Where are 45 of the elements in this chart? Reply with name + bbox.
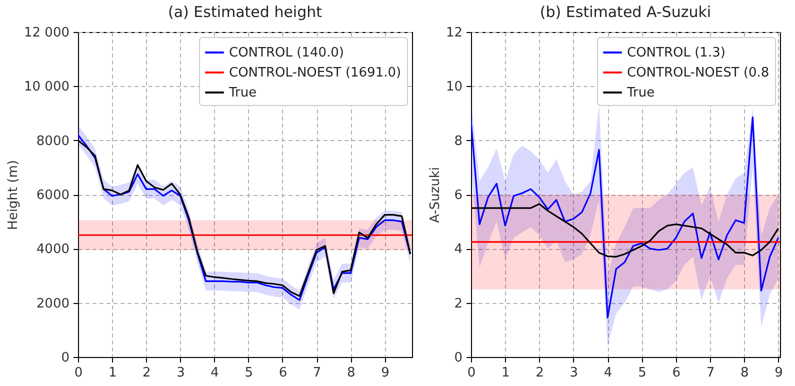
- legend-label: CONTROL-NOEST (0.8: [627, 66, 770, 80]
- legend-label: True: [626, 86, 655, 100]
- x-tick-label: 6: [278, 366, 288, 380]
- x-tick-label: 0: [467, 366, 476, 380]
- x-tick-label: 3: [176, 366, 185, 380]
- legend-label: True: [228, 86, 257, 100]
- y-tick-label: 4000: [36, 242, 70, 258]
- x-tick-label: 3: [570, 366, 578, 380]
- x-tick-label: 2: [536, 366, 544, 380]
- y-tick-label: 2: [454, 296, 462, 312]
- y-tick-label: 6000: [36, 188, 70, 203]
- y-tick-label: 6: [454, 188, 462, 203]
- chart-title: (a) Estimated height: [168, 3, 322, 21]
- y-tick-label: 10 000: [24, 80, 70, 95]
- x-tick-label: 8: [347, 366, 356, 380]
- x-tick-label: 5: [244, 366, 254, 380]
- chart-title: (b) Estimated A-Suzuki: [540, 3, 712, 21]
- x-tick-label: 4: [210, 366, 219, 380]
- y-tick-label: 12: [446, 26, 462, 40]
- y-axis-title: A-Suzuki: [428, 167, 443, 223]
- x-tick-label: 7: [706, 366, 715, 380]
- x-tick-label: 8: [740, 366, 749, 380]
- x-tick-label: 5: [638, 366, 646, 380]
- x-tick-label: 0: [74, 366, 83, 380]
- y-tick-label: 10: [446, 80, 462, 95]
- legend-label: CONTROL (140.0): [229, 46, 344, 60]
- line-series: [471, 116, 780, 319]
- y-tick-label: 8: [454, 134, 462, 149]
- y-axis-title: Height (m): [6, 160, 22, 230]
- y-tick-label: 12 000: [24, 26, 70, 40]
- x-tick-label: 7: [312, 366, 322, 380]
- y-tick-label: 2000: [36, 296, 70, 312]
- legend-label: CONTROL-NOEST (1691.0): [229, 66, 402, 80]
- x-tick-label: 4: [604, 366, 612, 380]
- y-tick-label: 0: [454, 350, 462, 366]
- x-tick-label: 1: [502, 366, 510, 380]
- y-tick-label: 8000: [36, 134, 70, 149]
- y-tick-label: 4: [454, 242, 462, 258]
- x-tick-label: 1: [108, 366, 117, 380]
- x-tick-label: 2: [142, 366, 151, 380]
- legend-label: CONTROL (1.3): [627, 46, 726, 60]
- x-tick-label: 9: [774, 366, 783, 380]
- x-tick-label: 9: [381, 366, 390, 380]
- x-tick-label: 6: [672, 366, 681, 380]
- y-tick-label: 0: [61, 350, 70, 366]
